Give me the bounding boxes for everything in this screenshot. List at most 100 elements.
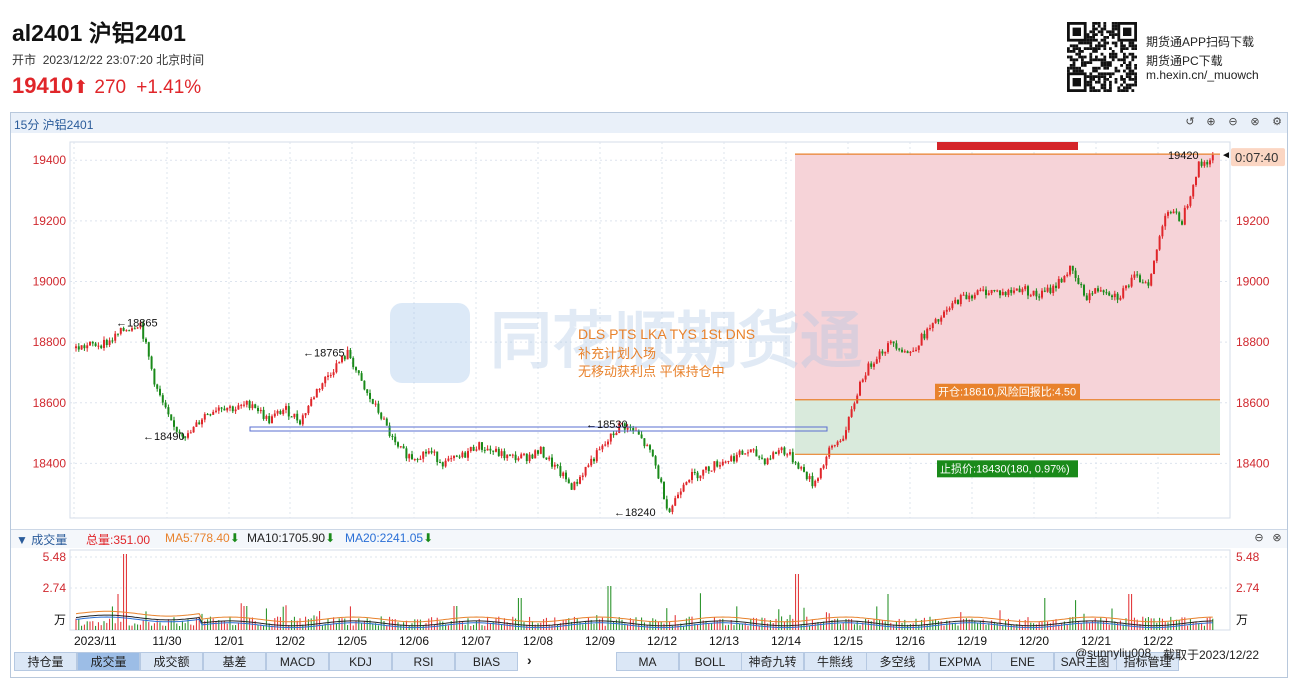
zoom-out-icon[interactable]: ⊖ <box>1228 116 1238 128</box>
qr-module <box>1120 78 1123 81</box>
settings-icon[interactable]: ⚙ <box>1272 116 1282 128</box>
tab-5[interactable]: 多空线 <box>866 652 929 671</box>
x-tick: 2023/11 <box>74 634 117 648</box>
qr-module <box>1131 41 1135 45</box>
candle-body <box>1049 287 1052 294</box>
candle-body <box>1113 293 1116 298</box>
price-annotation: ←18490 <box>143 431 185 443</box>
tab-8[interactable]: SAR主图 <box>1053 652 1117 671</box>
candle-body <box>671 505 674 512</box>
qr-module <box>1095 22 1098 25</box>
tab-2[interactable]: BOLL <box>678 652 742 671</box>
candle-body <box>453 455 455 459</box>
zoom-in-icon[interactable]: ⊕ <box>1206 116 1216 128</box>
qr-module <box>1089 30 1093 34</box>
candle-body <box>1027 286 1029 296</box>
qr-module <box>1100 61 1104 64</box>
tab-1[interactable]: 持仓量 <box>14 652 77 671</box>
undo-icon[interactable]: ↺ <box>1185 116 1195 128</box>
tab-2[interactable]: 成交量 <box>77 652 140 671</box>
qr-module <box>1072 66 1076 70</box>
tab-5[interactable]: MACD <box>266 652 329 671</box>
chevron-right-icon[interactable]: › <box>527 652 532 668</box>
qr-module <box>1075 69 1079 73</box>
candle-body <box>889 341 892 344</box>
qr-module <box>1092 36 1095 39</box>
qr-module <box>1109 86 1112 90</box>
candle-body <box>1147 282 1150 286</box>
candle-body <box>719 465 721 467</box>
x-tick: 12/21 <box>1081 634 1111 648</box>
tab-3[interactable]: 成交额 <box>140 652 203 671</box>
volume-title[interactable]: ▼ 成交量 <box>16 531 67 548</box>
qr-module <box>1100 83 1104 87</box>
promo-pc[interactable]: 期货通PC下载 <box>1146 54 1223 68</box>
period-label[interactable]: 15分 沪铝2401 <box>14 118 94 132</box>
candle-body <box>273 413 276 417</box>
candle-body <box>1195 176 1197 186</box>
candle-body <box>1052 285 1055 294</box>
candle-body <box>1041 290 1043 298</box>
tab-6[interactable]: EXPMA <box>928 652 992 671</box>
qr-module <box>1100 58 1104 62</box>
tab-4[interactable]: 牛熊线 <box>803 652 867 671</box>
qr-module <box>1128 41 1132 45</box>
qr-module <box>1092 78 1095 81</box>
promo-app[interactable]: 期货通APP扫码下载 <box>1146 35 1255 49</box>
candle-body <box>965 294 968 300</box>
qr-module <box>1097 22 1101 25</box>
tab-4[interactable]: 基差 <box>203 652 266 671</box>
countdown: 0:07:40 <box>1235 150 1278 165</box>
candle-body <box>1018 288 1021 293</box>
candle-body <box>542 446 545 458</box>
candle-body <box>223 408 226 411</box>
candle-body <box>881 351 884 354</box>
qr-module <box>1109 33 1112 36</box>
tab-6[interactable]: KDJ <box>329 652 392 671</box>
qr-module <box>1100 72 1104 76</box>
candle-body <box>296 413 299 421</box>
collapse-icon[interactable]: ▼ <box>16 533 28 547</box>
candle-body <box>1141 282 1144 284</box>
candle-body <box>993 290 996 292</box>
candle-body <box>567 479 570 484</box>
candle-body <box>237 405 240 410</box>
support-box <box>249 426 828 432</box>
tab-3[interactable]: 神奇九转 <box>741 652 804 671</box>
candle-body <box>612 433 615 436</box>
qr-module <box>1086 75 1090 78</box>
qr-module <box>1089 78 1093 81</box>
candle-body <box>1010 290 1013 293</box>
tab-7[interactable]: RSI <box>392 652 455 671</box>
tab-9[interactable]: 指标管理 <box>1116 652 1179 671</box>
qr-module <box>1111 22 1115 25</box>
zoom-out-icon[interactable]: ⊖ <box>1254 532 1264 544</box>
candle-body <box>1085 295 1088 301</box>
tab-8[interactable]: BIAS <box>455 652 518 671</box>
qr-module <box>1128 69 1132 73</box>
close-icon[interactable]: ⊗ <box>1250 116 1260 128</box>
qr-module <box>1092 22 1095 25</box>
tab-7[interactable]: ENE <box>991 652 1054 671</box>
qr-module <box>1097 24 1101 28</box>
candle-body <box>427 451 430 454</box>
qr-module <box>1117 89 1121 92</box>
ma10-label: MA10:1705.90⬇ <box>247 531 335 545</box>
candle-body <box>593 458 595 462</box>
candle-body <box>1021 289 1024 293</box>
qr-module <box>1092 30 1095 34</box>
candle-body <box>164 402 167 408</box>
promo-url[interactable]: m.hexin.cn/_muowch <box>1146 68 1259 82</box>
close-icon[interactable]: ⊗ <box>1272 532 1282 544</box>
candle-body <box>483 449 486 451</box>
qr-module <box>1103 55 1107 59</box>
candle-body <box>604 444 607 446</box>
volume-ma-line <box>75 614 1213 627</box>
tab-1[interactable]: MA <box>616 652 679 671</box>
qr-module <box>1134 75 1137 78</box>
candle-body <box>609 433 612 442</box>
candle-body <box>1125 285 1127 289</box>
candle-body <box>618 423 621 434</box>
target-label-bg <box>937 142 1078 150</box>
qr-module <box>1114 41 1118 45</box>
